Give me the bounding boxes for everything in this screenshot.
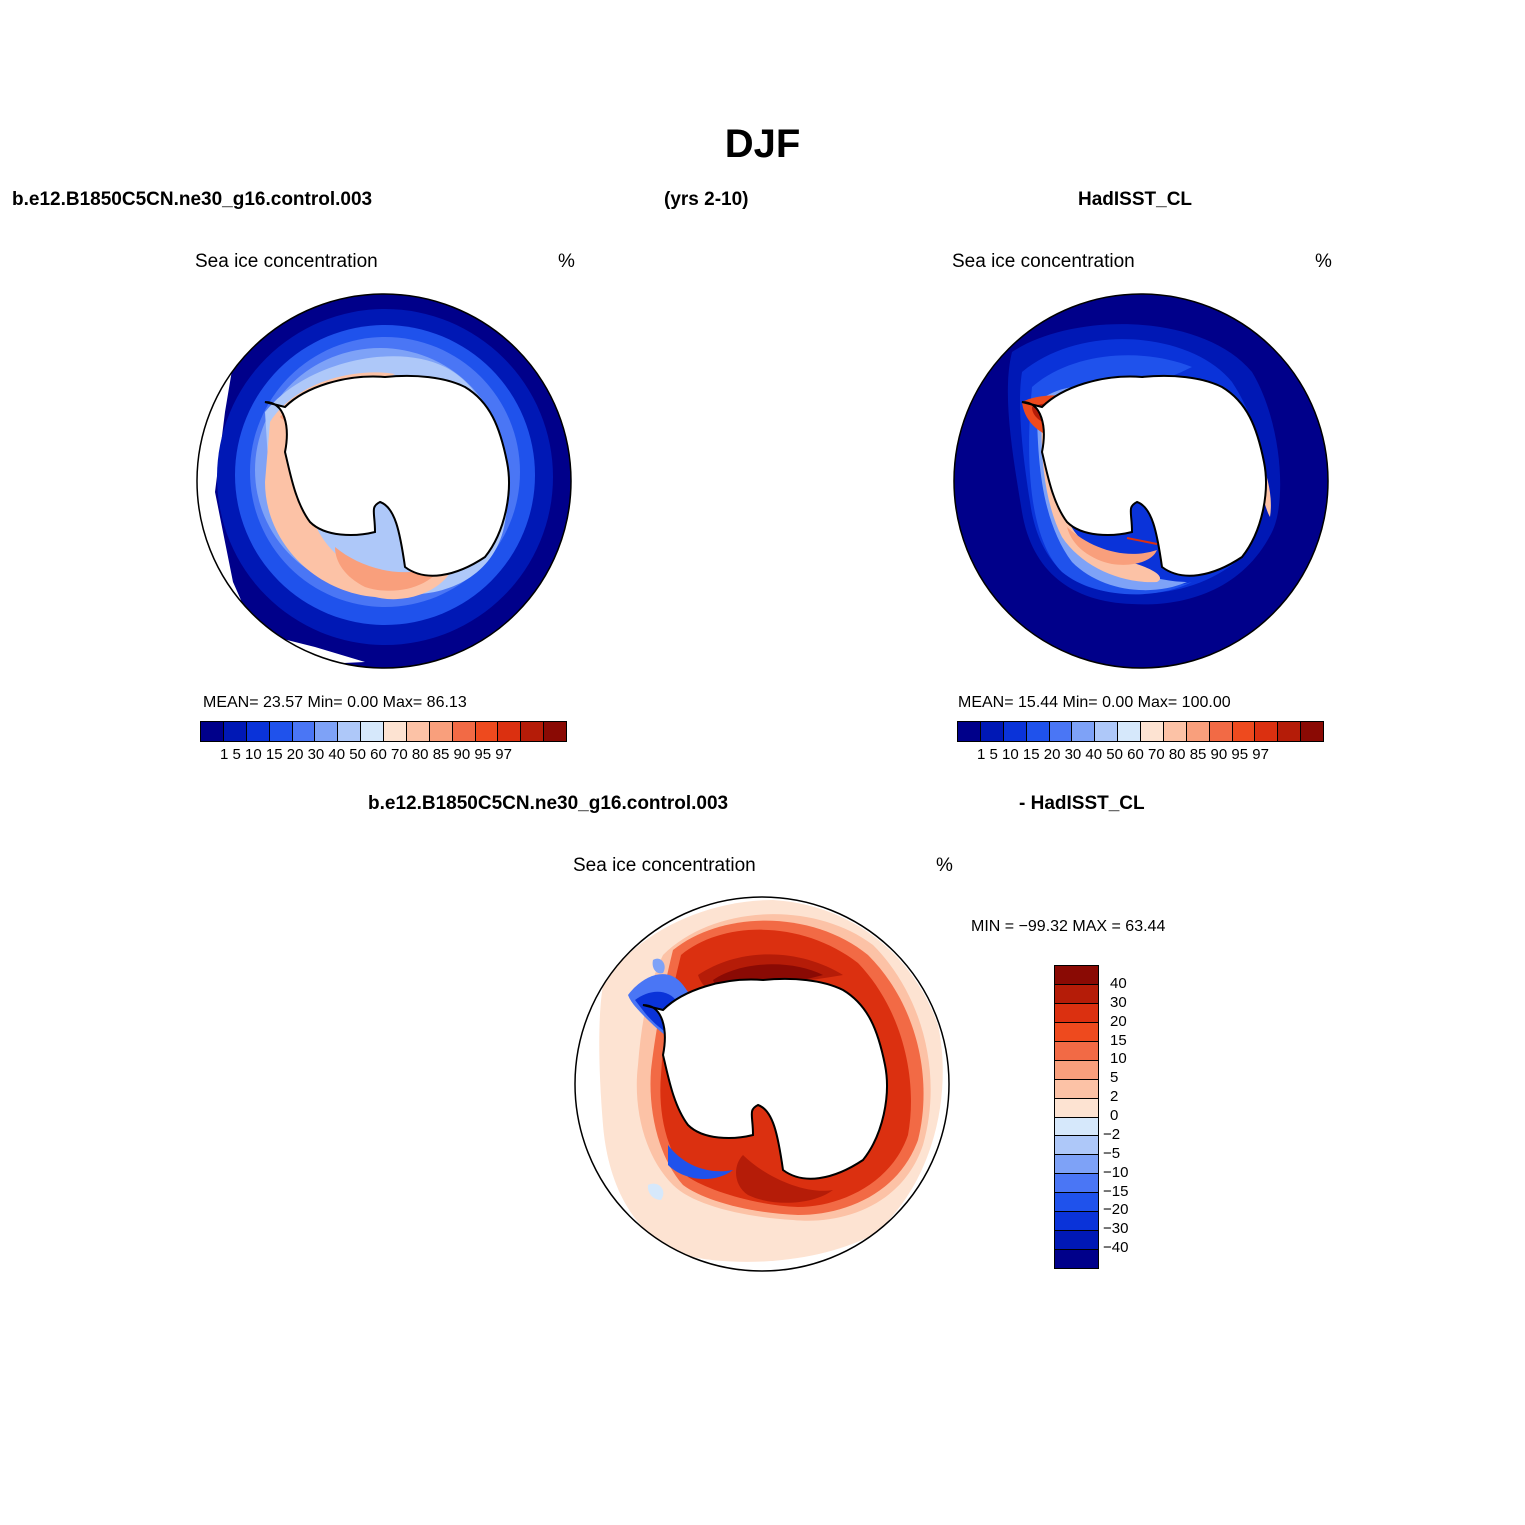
antarctica-continent [1021,374,1267,577]
colorbar-label: 40 [1110,974,1127,992]
diff-panel-unit: % [936,855,953,876]
colorbar-label: 30 [1110,993,1127,1011]
colorbar-swatch [291,722,315,741]
colorbar-swatch [1055,1230,1098,1250]
diff-colorbar [1054,965,1099,1269]
colorbar-swatch [383,722,406,741]
colorbar-swatch [405,722,429,741]
colorbar-swatch [1055,1211,1098,1231]
colorbar-swatch [1094,722,1118,741]
colorbar-swatch [337,722,361,741]
model-stats: MEAN= 23.57 Min= 0.00 Max= 86.13 [203,694,467,711]
colorbar-swatch [1055,1116,1098,1136]
colorbar-label: −40 [1103,1239,1129,1257]
case-name: b.e12.B1850C5CN.ne30_g16.control.003 [12,189,373,210]
obs-name: HadISST_CL [1078,189,1193,210]
colorbar-label: 0 [1110,1107,1119,1124]
years-label: (yrs 2-10) [664,189,749,210]
colorbar-swatch [1055,1059,1098,1079]
colorbar-swatch [1231,722,1255,741]
colorbar-swatch [1025,722,1049,741]
colorbar-swatch [1055,1173,1098,1193]
figure-title: DJF [724,122,801,166]
colorbar-swatch [222,722,246,741]
colorbar-swatch [1140,722,1163,741]
antarctica-continent [264,374,510,577]
colorbar-label: −10 [1103,1163,1129,1181]
colorbar-swatch [1055,983,1098,1003]
model-colorbar-ticks: 1 5 10 15 20 30 40 50 60 70 80 85 90 95 … [220,746,512,763]
colorbar-swatch [1055,1078,1098,1098]
colorbar-swatch [1071,722,1095,741]
model-polar-map [196,293,572,669]
colorbar-swatch [1162,722,1186,741]
colorbar-label: 2 [1110,1088,1119,1106]
obs-panel-title: Sea ice concentration [952,251,1135,272]
colorbar-swatch [428,722,452,741]
colorbar-swatch [520,722,544,741]
colorbar-label: 15 [1110,1031,1127,1049]
colorbar-swatch [497,722,521,741]
obs-panel-unit: % [1315,251,1332,272]
colorbar-swatch [1254,722,1278,741]
colorbar-swatch [1055,1249,1098,1268]
colorbar-swatch [958,722,980,741]
model-colorbar [200,721,567,742]
colorbar-label: −5 [1103,1144,1121,1162]
colorbar-swatch [979,722,1003,741]
colorbar-swatch [1048,722,1072,741]
colorbar-swatch [474,722,498,741]
colorbar-swatch [451,722,475,741]
obs-colorbar [957,721,1324,742]
diff-obs-name: - HadISST_CL [1019,793,1145,814]
colorbar-swatch [1055,1002,1098,1022]
obs-colorbar-ticks: 1 5 10 15 20 30 40 50 60 70 80 85 90 95 … [977,746,1269,763]
colorbar-swatch [1185,722,1209,741]
colorbar-swatch [1055,966,1098,984]
model-panel-unit: % [558,251,575,272]
colorbar-swatch [1002,722,1026,741]
colorbar-swatch [1208,722,1232,741]
colorbar-label: 20 [1110,1012,1127,1030]
colorbar-label: −15 [1103,1182,1129,1200]
colorbar-swatch [1055,1154,1098,1174]
obs-polar-map [953,293,1329,669]
colorbar-swatch [1277,722,1301,741]
colorbar-swatch [245,722,269,741]
colorbar-swatch [1055,1135,1098,1155]
antarctica-continent [642,977,888,1180]
colorbar-swatch [1055,1192,1098,1212]
diff-case-name: b.e12.B1850C5CN.ne30_g16.control.003 [368,793,729,814]
colorbar-swatch [314,722,338,741]
colorbar-swatch [1055,1040,1098,1060]
model-panel-title: Sea ice concentration [195,251,378,272]
diff-stats: MIN = −99.32 MAX = 63.44 [971,918,1166,935]
colorbar-label: −20 [1103,1201,1129,1219]
colorbar-swatch [360,722,383,741]
colorbar-swatch [1117,722,1140,741]
diff-panel-title: Sea ice concentration [573,855,756,876]
colorbar-swatch [1055,1021,1098,1041]
colorbar-swatch [268,722,292,741]
obs-stats: MEAN= 15.44 Min= 0.00 Max= 100.00 [958,694,1231,711]
diff-polar-map [574,896,950,1272]
colorbar-label: 5 [1110,1069,1119,1087]
colorbar-label: −2 [1103,1125,1121,1143]
colorbar-swatch [1300,722,1323,741]
colorbar-label: −30 [1103,1220,1129,1238]
colorbar-swatch [543,722,566,741]
colorbar-swatch [1055,1097,1098,1117]
colorbar-swatch [201,722,223,741]
colorbar-label: 10 [1110,1050,1127,1068]
